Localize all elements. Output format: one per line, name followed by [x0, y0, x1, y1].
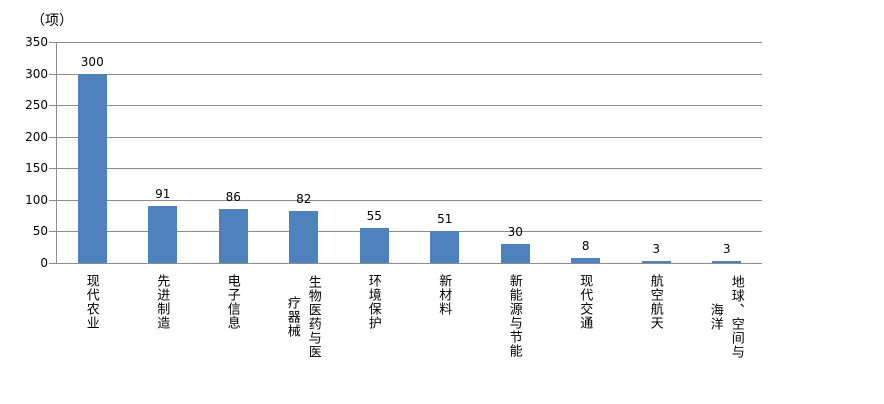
gridline: [57, 42, 762, 43]
y-tick-label: 350: [25, 35, 48, 49]
category-label: 新材料: [436, 274, 452, 316]
bar-value-label: 30: [507, 225, 523, 240]
category-label: 环境保护: [365, 274, 381, 330]
bar: [500, 244, 530, 263]
bar-value-label: 82: [296, 192, 312, 207]
y-tick-mark: [49, 42, 57, 43]
category-cell: 现代农业: [56, 274, 127, 360]
bar-cell: 51: [410, 42, 481, 263]
category-cell: 新材料: [409, 274, 480, 360]
y-tick-mark: [49, 136, 57, 138]
y-tick-label: 300: [25, 66, 48, 81]
bar-cell: 300: [57, 42, 128, 263]
category-label: 现代交通: [577, 274, 593, 330]
bar-value-label: 3: [652, 242, 661, 257]
category-label: 现代农业: [83, 274, 99, 330]
bar: [571, 257, 601, 263]
bar: [77, 73, 107, 263]
y-tick-label: 200: [25, 129, 48, 144]
gridline: [57, 105, 762, 107]
gridline: [57, 73, 762, 75]
bar: [289, 211, 319, 263]
bar-value-label: 51: [437, 211, 453, 226]
x-axis-category-labels: 现代农业 先进制造 电子信息 生物医药与医疗器械 环境保护 新材料 新能源与节能 现代交通 航空…: [56, 274, 761, 360]
y-tick-label: 100: [25, 192, 48, 207]
category-cell: 航空航天: [620, 274, 691, 360]
gridline: [57, 136, 762, 138]
category-cell: 地球、空间与海洋: [691, 274, 762, 360]
bar-value-label: 300: [80, 54, 104, 69]
bar: [641, 261, 671, 263]
category-cell: 电子信息: [197, 274, 268, 360]
bar: [359, 228, 389, 263]
category-cell: 新能源与节能: [479, 274, 550, 360]
category-cell: 先进制造: [127, 274, 198, 360]
category-cell: 环境保护: [338, 274, 409, 360]
bar-value-label: 3: [722, 242, 731, 257]
bar-cell: 82: [269, 42, 340, 263]
category-label: 先进制造: [154, 274, 170, 330]
y-tick-label: 50: [32, 224, 48, 239]
bar: [430, 230, 460, 263]
y-tick-mark: [49, 231, 57, 233]
bar: [712, 261, 742, 263]
category-label: 电子信息: [224, 274, 240, 330]
plot-area: 300 91 86 82 55 51 30 8 3 3: [56, 42, 762, 264]
bar-value-label: 91: [155, 186, 171, 201]
gridline: [57, 199, 762, 201]
bar-cell: 86: [198, 42, 269, 263]
bar-cell: 91: [128, 42, 199, 263]
bar-value-label: 86: [225, 189, 241, 204]
category-cell: 生物医药与医疗器械: [268, 274, 339, 360]
y-tick-mark: [49, 263, 57, 264]
bar-cell: 8: [551, 42, 622, 263]
y-axis-unit-label: （项）: [31, 13, 73, 29]
bar-cell: 55: [339, 42, 410, 263]
gridline: [57, 168, 762, 170]
y-tick-label: 150: [25, 161, 48, 176]
bar: [218, 208, 248, 263]
category-label: 航空航天: [647, 274, 663, 330]
bar-cell: 3: [692, 42, 763, 263]
bar-cell: 30: [480, 42, 551, 263]
y-tick-mark: [49, 199, 57, 201]
bar-cell: 3: [621, 42, 692, 263]
bars-container: 300 91 86 82 55 51 30 8 3 3: [57, 42, 762, 263]
y-tick-mark: [49, 73, 57, 75]
category-cell: 现代交通: [550, 274, 621, 360]
gridline: [57, 231, 762, 233]
y-tick-mark: [49, 105, 57, 107]
category-label: 新能源与节能: [506, 274, 522, 358]
bar-value-label: 55: [366, 209, 382, 224]
bar: [148, 205, 178, 263]
y-tick-label: 250: [25, 98, 48, 113]
y-tick-mark: [49, 168, 57, 170]
y-tick-label: 0: [40, 256, 48, 270]
bar-value-label: 8: [581, 238, 590, 253]
category-label: 生物医药与医疗器械: [284, 275, 321, 359]
category-label: 地球、空间与海洋: [707, 275, 744, 359]
